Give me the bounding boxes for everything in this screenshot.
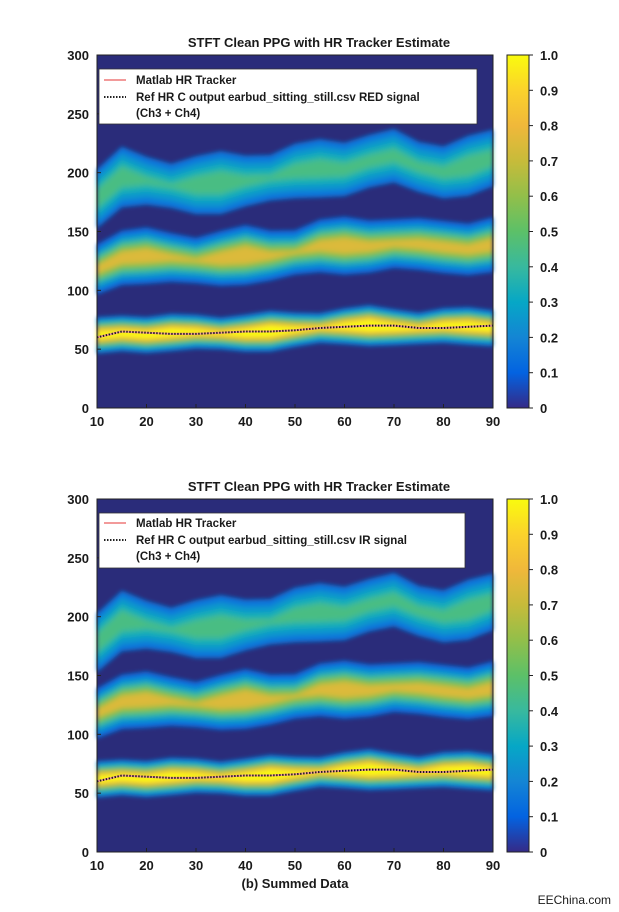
chart-1-series <box>96 324 494 339</box>
chart-2-x-tick-label-70: 70 <box>387 858 401 873</box>
chart-2-legend-box <box>98 512 466 569</box>
chart-2-colorbar-tick-label-0.2: 0.2 <box>540 774 558 789</box>
chart-1-colorbar: 0 0.1 0.2 0.3 0.4 0.5 0.6 0.7 0.8 0.9 1.0 <box>506 48 559 416</box>
chart-2-colorbar: 0 0.1 0.2 0.3 0.4 0.5 0.6 0.7 0.8 0.9 1.0 <box>506 492 559 860</box>
chart-2-y-tick-label-150: 150 <box>67 669 89 684</box>
chart-1-colorbar-tick-label-0.4: 0.4 <box>540 260 559 275</box>
chart-2-series-ref-c-output <box>96 768 494 783</box>
chart-2-xlabel: (b) Summed Data <box>242 876 350 891</box>
chart-2-x-tick-label-10: 10 <box>90 858 104 873</box>
chart-2-colorbar-tick-label-0.9: 0.9 <box>540 527 558 542</box>
chart-1-colorbar-ticks: 0 0.1 0.2 0.3 0.4 0.5 0.6 0.7 0.8 0.9 1.0 <box>529 48 559 416</box>
chart-2-x-tick-label-60: 60 <box>337 858 351 873</box>
chart-1-y-tick-label-50: 50 <box>75 342 89 357</box>
chart-2-legend-label-matlab: Matlab HR Tracker <box>136 518 237 530</box>
chart-1-x-tick-label-40: 40 <box>238 414 252 429</box>
chart-1-y-tick-label-0: 0 <box>82 401 89 416</box>
chart-2-band-h3-level-4 <box>97 591 493 654</box>
chart-2-y-tick-label-300: 300 <box>67 492 89 507</box>
chart-1-x-tick-label-20: 20 <box>139 414 153 429</box>
chart-2-colorbar-tick-label-0.7: 0.7 <box>540 598 558 613</box>
chart-2-colorbar-tick-label-0.4: 0.4 <box>540 704 559 719</box>
chart-2-colorbar-tick-label-0.6: 0.6 <box>540 633 558 648</box>
chart-2-y-tick-label-100: 100 <box>67 727 89 742</box>
chart-2-band-h2-level-4 <box>97 680 493 719</box>
chart-1-colorbar-tick-label-0.7: 0.7 <box>540 154 558 169</box>
chart-1-colorbar-tick-label-0.9: 0.9 <box>540 83 558 98</box>
chart-1-colorbar-tick-label-0.5: 0.5 <box>540 225 558 240</box>
chart-1-x-tick-label-80: 80 <box>436 414 450 429</box>
chart-2-colorbar-tick-label-0.3: 0.3 <box>540 739 558 754</box>
chart-2-colorbar-tick-label-0: 0 <box>540 845 547 860</box>
chart-1-legend: Matlab HR Tracker Ref HR C output earbud… <box>98 68 478 125</box>
chart-2-legend: Matlab HR Tracker Ref HR C output earbud… <box>98 512 466 569</box>
chart-panel-1: STFT Clean PPG with HR Tracker Estimate … <box>67 35 559 429</box>
chart-2-heatmap <box>97 573 493 798</box>
chart-2-y-tick-label-0: 0 <box>82 845 89 860</box>
chart-1-x-tick-label-90: 90 <box>486 414 500 429</box>
chart-2-x-tick-label-20: 20 <box>139 858 153 873</box>
chart-1-colorbar-bar <box>506 54 530 409</box>
chart-1-colorbar-tick-label-0.3: 0.3 <box>540 295 558 310</box>
chart-2-legend-label-ref: Ref HR C output earbud_sitting_still.csv… <box>136 535 407 547</box>
chart-panel-2: STFT Clean PPG with HR Tracker Estimate … <box>67 479 559 891</box>
chart-2-x-tick-label-30: 30 <box>189 858 203 873</box>
chart-1-y-tick-label-100: 100 <box>67 283 89 298</box>
chart-1-y-tick-label-150: 150 <box>67 225 89 240</box>
chart-2-y-tick-label-50: 50 <box>75 786 89 801</box>
chart-1-x-tick-label-60: 60 <box>337 414 351 429</box>
chart-2-title: STFT Clean PPG with HR Tracker Estimate <box>188 479 450 494</box>
chart-1-heatmap <box>97 129 493 354</box>
chart-2-y-tick-label-250: 250 <box>67 551 89 566</box>
chart-2-x-ticks: 10 20 30 40 50 60 70 80 90 <box>90 848 500 873</box>
chart-1-y-tick-label-250: 250 <box>67 107 89 122</box>
chart-2-colorbar-tick-label-0.8: 0.8 <box>540 563 558 578</box>
chart-1-x-tick-label-10: 10 <box>90 414 104 429</box>
chart-1-legend-label-ref: Ref HR C output earbud_sitting_still.csv… <box>136 92 420 104</box>
chart-2-colorbar-ticks: 0 0.1 0.2 0.3 0.4 0.5 0.6 0.7 0.8 0.9 1.0 <box>529 492 559 860</box>
chart-1-band-h3-level-4 <box>97 147 493 210</box>
chart-2-colorbar-tick-label-1.0: 1.0 <box>540 492 558 507</box>
chart-2-series <box>96 768 494 783</box>
chart-1-colorbar-tick-label-0.8: 0.8 <box>540 119 558 134</box>
chart-2-colorbar-bar <box>506 498 530 853</box>
chart-1-series-ref-c-output <box>96 324 494 339</box>
chart-2-y-tick-label-200: 200 <box>67 610 89 625</box>
chart-1-y-tick-label-300: 300 <box>67 48 89 63</box>
chart-1-x-ticks: 10 20 30 40 50 60 70 80 90 <box>90 404 500 429</box>
chart-2-x-tick-label-80: 80 <box>436 858 450 873</box>
chart-1-x-tick-label-50: 50 <box>288 414 302 429</box>
chart-2-legend-label-ref-line2: (Ch3 + Ch4) <box>136 551 200 563</box>
chart-1-legend-label-ref-line2: (Ch3 + Ch4) <box>136 108 200 120</box>
chart-2-y-ticks: 0 50 100 150 200 250 300 <box>67 492 101 860</box>
chart-2-x-tick-label-50: 50 <box>288 858 302 873</box>
watermark: EEChina.com <box>538 893 611 907</box>
chart-1-band-h2-level-4 <box>97 236 493 275</box>
chart-1-title: STFT Clean PPG with HR Tracker Estimate <box>188 35 450 50</box>
chart-1-colorbar-tick-label-0.6: 0.6 <box>540 189 558 204</box>
chart-1-colorbar-tick-label-1.0: 1.0 <box>540 48 558 63</box>
chart-1-y-tick-label-200: 200 <box>67 166 89 181</box>
chart-2-x-tick-label-40: 40 <box>238 858 252 873</box>
chart-1-colorbar-tick-label-0.2: 0.2 <box>540 330 558 345</box>
chart-2-x-tick-label-90: 90 <box>486 858 500 873</box>
chart-1-legend-box <box>98 68 478 125</box>
chart-2-colorbar-tick-label-0.5: 0.5 <box>540 669 558 684</box>
chart-1-colorbar-tick-label-0.1: 0.1 <box>540 366 558 381</box>
chart-1-colorbar-tick-label-0: 0 <box>540 401 547 416</box>
chart-1-x-tick-label-30: 30 <box>189 414 203 429</box>
chart-1-y-ticks: 0 50 100 150 200 250 300 <box>67 48 101 416</box>
chart-1-x-tick-label-70: 70 <box>387 414 401 429</box>
chart-1-legend-label-matlab: Matlab HR Tracker <box>136 75 237 87</box>
chart-2-colorbar-tick-label-0.1: 0.1 <box>540 810 558 825</box>
